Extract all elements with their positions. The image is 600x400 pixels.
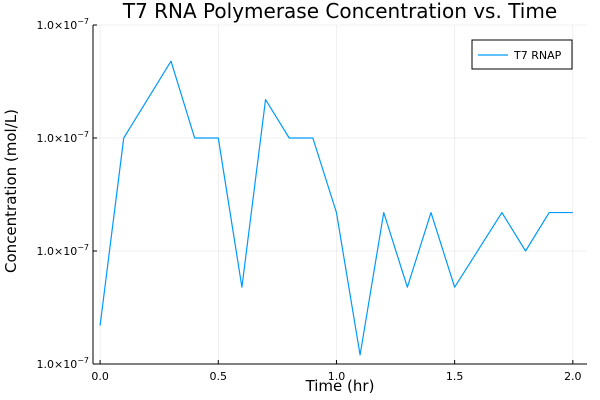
x-axis-label: Time (hr) (305, 377, 375, 395)
x-tick-label: 1.5 (446, 370, 464, 383)
x-tick-label: 1.0 (328, 370, 346, 383)
y-axis-label: Concentration (mol/L) (2, 109, 20, 273)
legend: T7 RNAP (471, 39, 573, 70)
x-tick-label: 2.0 (564, 370, 582, 383)
y-tick-label: 1.0×10−7 (36, 130, 89, 145)
x-tick-label: 0.0 (91, 370, 109, 383)
x-tick-label: 0.5 (210, 370, 228, 383)
series-group (99, 60, 573, 356)
y-tick-label: 1.0×10−7 (36, 17, 89, 32)
y-tick-label: 1.0×10−7 (36, 243, 89, 258)
y-tick-label: 1.0×10−7 (36, 356, 89, 371)
chart-title: T7 RNA Polymerase Concentration vs. Time (122, 0, 557, 23)
legend-label: T7 RNAP (513, 49, 562, 62)
ticks: 0.0 0.5 1.0 1.5 2.0 1.0×10−7 1.0×10−7 1.0×10−7 1… (36, 17, 581, 383)
axes (92, 25, 587, 365)
